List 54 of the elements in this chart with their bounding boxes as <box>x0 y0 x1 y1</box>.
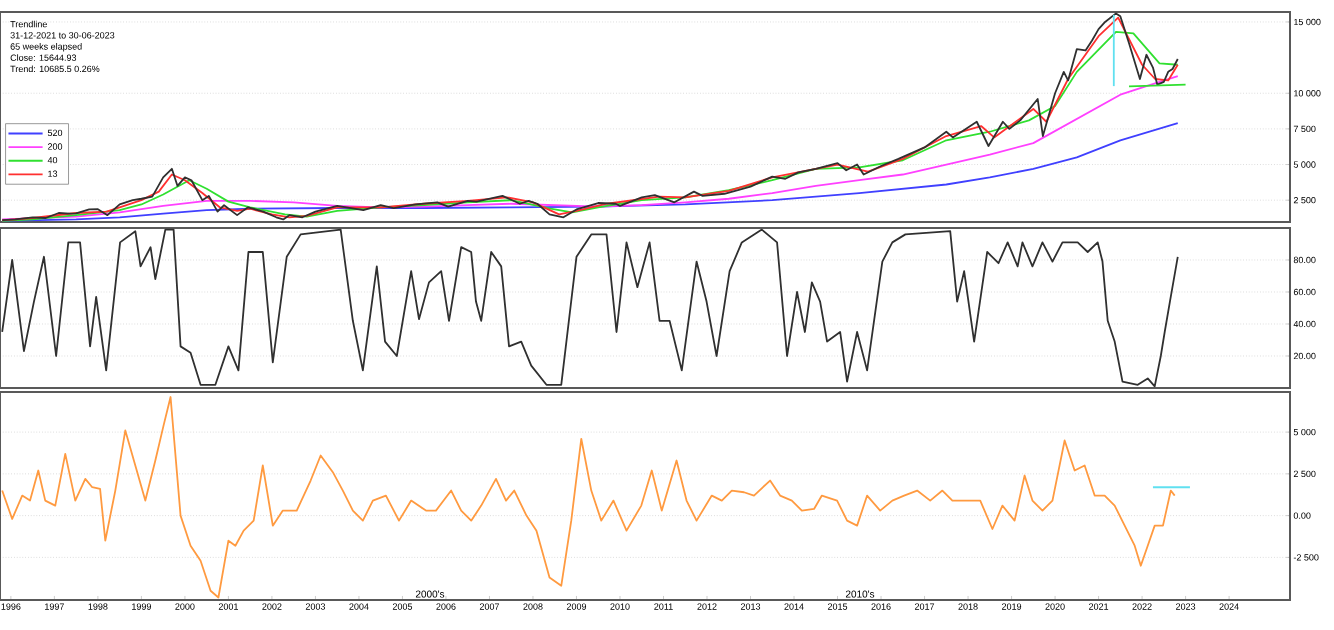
x-tick-label: 2018 <box>958 603 978 610</box>
annotation: Trend: 10685.5 0.26% <box>10 65 100 73</box>
y-tick-label: 40.00 <box>1293 320 1316 328</box>
y-tick-label: 20.00 <box>1293 352 1316 360</box>
x-tick-label: 1997 <box>45 603 64 610</box>
x-tick-label: 2014 <box>784 603 804 610</box>
legend-label: 200 <box>47 143 63 150</box>
x-tick-label: 2009 <box>566 603 587 610</box>
x-tick-label: 1999 <box>132 603 151 610</box>
annotation: 2010's <box>845 590 875 598</box>
y-tick-label: 80.00 <box>1293 256 1316 264</box>
x-tick-label: 2016 <box>871 603 891 610</box>
x-tick-label: 2003 <box>305 603 326 610</box>
x-tick-label: 2023 <box>1176 603 1196 610</box>
annotation: 65 weeks elapsed <box>10 43 82 52</box>
y-tick-label: 15 000 <box>1294 18 1321 26</box>
x-tick-label: 2024 <box>1219 603 1239 610</box>
x-tick-label: 2005 <box>392 603 413 610</box>
annotation: 31-12-2021 to 30-06-2023 <box>10 32 115 39</box>
line-series <box>1 228 1179 388</box>
x-tick-label: 2017 <box>914 603 935 610</box>
annotation: Trendline <box>10 20 47 28</box>
x-tick-label: 2013 <box>740 603 761 610</box>
annotation: Close: 15644.93 <box>10 54 77 61</box>
y-tick-label: 2 500 <box>1293 197 1316 204</box>
x-tick-label: 2010 <box>610 603 630 610</box>
x-tick-label: 1996 <box>1 603 21 610</box>
x-tick-label: 2015 <box>827 603 848 610</box>
x-tick-label: 2008 <box>523 603 543 610</box>
x-tick-label: 2002 <box>262 603 282 610</box>
y-tick-label: 7 500 <box>1293 125 1316 133</box>
y-tick-label: 5 000 <box>1293 161 1316 168</box>
x-tick-label: 2021 <box>1089 603 1109 610</box>
x-tick-label: 2000 <box>175 603 195 610</box>
y-tick-label: -2 500 <box>1293 554 1319 561</box>
y-tick-label: 60.00 <box>1293 288 1316 296</box>
x-tick-label: 2020 <box>1045 603 1065 610</box>
x-tick-label: 2001 <box>218 603 238 610</box>
x-tick-label: 2007 <box>479 603 500 610</box>
x-tick-label: 1998 <box>88 603 108 610</box>
y-tick-label: 10 000 <box>1294 90 1321 97</box>
legend-label: 13 <box>48 170 58 177</box>
x-tick-label: 2011 <box>654 603 673 610</box>
y-tick-label: 2 500 <box>1293 470 1316 478</box>
x-tick-label: 2022 <box>1132 603 1152 610</box>
x-tick-label: 2019 <box>1001 603 1022 610</box>
x-tick-label: 2006 <box>436 603 456 610</box>
legend-label: 40 <box>47 156 58 164</box>
legend-label: 520 <box>47 129 63 137</box>
x-tick-label: 2012 <box>697 603 717 610</box>
y-tick-label: 0.00 <box>1293 512 1311 519</box>
y-tick-label: 5 000 <box>1293 428 1316 436</box>
x-tick-label: 2004 <box>349 603 369 610</box>
annotation: 2000's <box>415 590 445 598</box>
